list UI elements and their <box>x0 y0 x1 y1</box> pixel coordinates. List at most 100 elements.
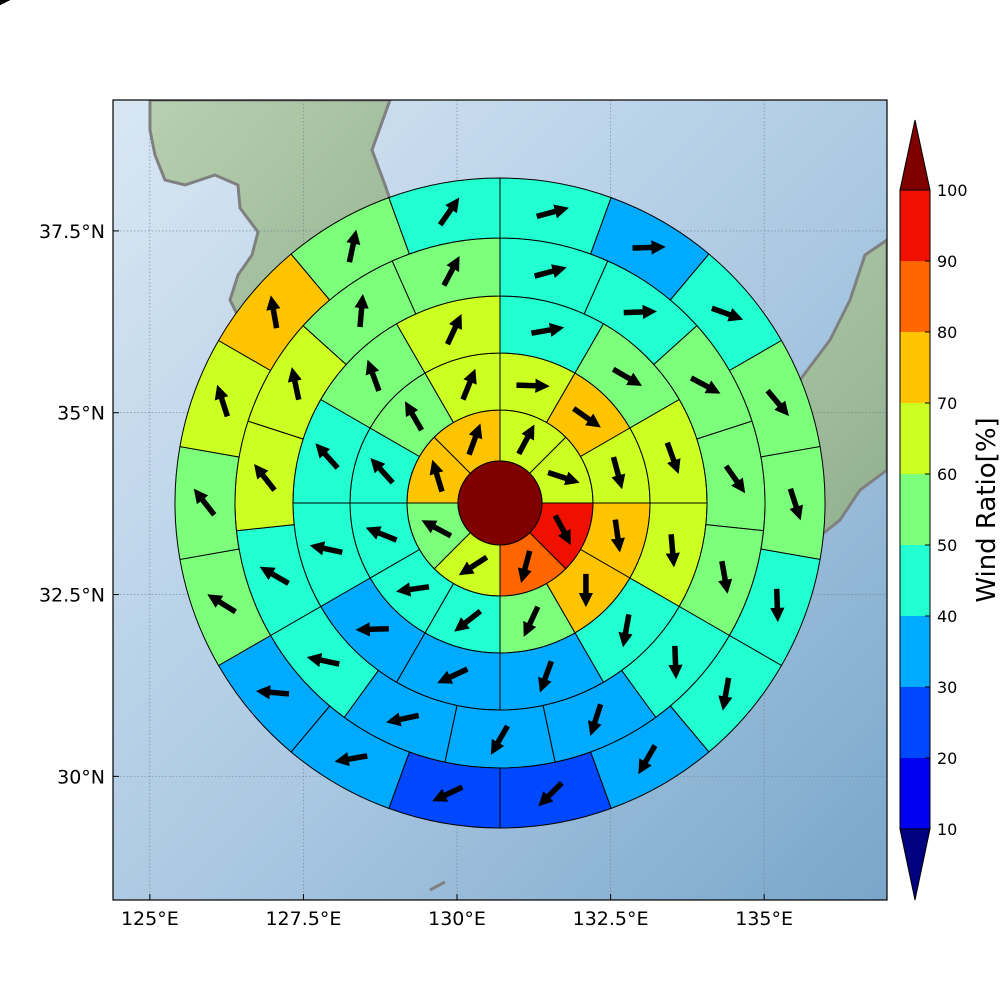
colorbar-tick-label: 40 <box>937 607 957 626</box>
y-tick-label: 30°N <box>57 766 105 788</box>
wind-arrow <box>441 256 460 287</box>
wind-arrow <box>530 322 565 337</box>
wind-arrow <box>718 560 733 594</box>
wind-arrow <box>517 550 533 583</box>
x-tick-label: 130°E <box>428 908 486 930</box>
colorbar-tick-label: 80 <box>937 323 957 342</box>
wind-arrow <box>632 240 666 255</box>
wind-arrow <box>610 519 625 553</box>
wind-arrow <box>516 378 550 393</box>
wind-arrow <box>611 366 643 386</box>
wind-arrow <box>689 375 721 394</box>
wind-arrow <box>315 443 340 470</box>
map-panel <box>112 99 888 901</box>
wind-arrow <box>638 744 658 775</box>
colorbar-tick-label: 70 <box>937 394 957 413</box>
wind-arrow <box>193 488 217 517</box>
wind-arrow <box>370 457 395 485</box>
wind-arrow <box>765 388 789 417</box>
wind-arrow <box>668 645 683 680</box>
colorbar-segment <box>900 332 930 403</box>
y-tick-label: 35°N <box>57 403 105 425</box>
wind-arrow <box>259 566 290 586</box>
x-tick-label: 135°E <box>735 908 793 930</box>
wind-arrow <box>458 554 489 576</box>
wind-arrow <box>429 459 445 493</box>
wind-arrow <box>254 463 277 492</box>
wind-arrow <box>306 653 340 668</box>
colorbar-tick-label: 30 <box>937 678 957 697</box>
wind-arrow <box>533 264 567 279</box>
wind-arrow <box>610 456 626 490</box>
y-tick-label: 37.5°N <box>39 221 105 243</box>
wind-arrow <box>723 464 746 494</box>
wind-arrow <box>437 197 460 227</box>
wind-arrow <box>516 424 535 456</box>
wind-ratio-sectors <box>174 177 826 829</box>
wind-arrow <box>396 582 430 597</box>
wind-arrow <box>365 359 382 392</box>
wind-arrow <box>787 487 804 521</box>
wind-direction-arrows <box>193 197 804 807</box>
wind-arrow <box>214 384 231 418</box>
colorbar-segment <box>900 261 930 332</box>
wind-arrow <box>547 469 580 486</box>
colorbar-tick-label: 60 <box>937 465 957 484</box>
colorbar-segment <box>900 687 930 758</box>
y-axis-ticks: 37.5°N 35°N 32.5°N 30°N <box>39 221 119 788</box>
wind-arrow <box>255 685 290 700</box>
wind-arrow <box>454 608 483 632</box>
wind-arrow <box>710 305 744 322</box>
colorbar-segment <box>900 190 930 261</box>
map-frame <box>112 99 888 901</box>
wind-arrow <box>365 526 398 543</box>
x-tick-label: 132.5°E <box>573 908 649 930</box>
wind-arrow <box>444 314 462 346</box>
wind-arrow <box>538 660 554 693</box>
wind-arrow <box>334 752 368 767</box>
wind-arrow <box>552 514 571 545</box>
wind-arrow <box>386 712 420 727</box>
wind-arrow <box>466 423 483 456</box>
wind-sector <box>234 420 304 532</box>
y-tick-label: 32.5°N <box>39 585 105 607</box>
colorbar-tick-label: 50 <box>937 536 957 555</box>
colorbar-segment <box>900 403 930 474</box>
colorbar-tick-label: 100 <box>937 181 968 200</box>
wind-arrow <box>718 677 733 711</box>
wind-arrow <box>538 780 564 807</box>
colorbar-frame <box>899 189 931 830</box>
wind-arrow <box>207 594 237 615</box>
colorbar-extend-max <box>899 119 931 191</box>
center-sector <box>457 460 543 546</box>
wind-arrow <box>664 441 681 474</box>
colorbar-segment <box>900 758 930 829</box>
wind-arrow <box>490 724 510 755</box>
colorbar-segment <box>900 616 930 687</box>
x-axis-ticks: 125°E 127.5°E 130°E 132.5°E 135°E <box>121 894 793 930</box>
wind-arrow <box>770 588 785 623</box>
wind-arrow <box>623 304 657 320</box>
wind-arrow <box>536 204 569 220</box>
x-tick-label: 125°E <box>121 908 179 930</box>
x-tick-label: 127.5°E <box>265 908 341 930</box>
colorbar: 10 20 30 40 50 60 70 80 90 100 <box>899 119 968 901</box>
wind-arrow <box>460 368 477 401</box>
wind-arrow <box>266 295 281 329</box>
wind-arrow <box>354 293 369 328</box>
wind-arrow <box>665 534 680 568</box>
wind-arrow <box>572 406 601 428</box>
wind-arrow <box>587 703 604 736</box>
colorbar-segment <box>900 545 930 616</box>
colorbar-tick-label: 20 <box>937 749 957 768</box>
colorbar-extend-min <box>899 828 931 901</box>
colorbar-segment <box>900 474 930 545</box>
wind-arrow <box>404 401 424 432</box>
wind-arrow <box>309 541 343 556</box>
wind-arrow <box>355 622 389 637</box>
wind-arrow <box>346 229 361 263</box>
wind-arrow <box>618 613 633 648</box>
colorbar-label: Wind Ratio[%] <box>972 417 1000 602</box>
